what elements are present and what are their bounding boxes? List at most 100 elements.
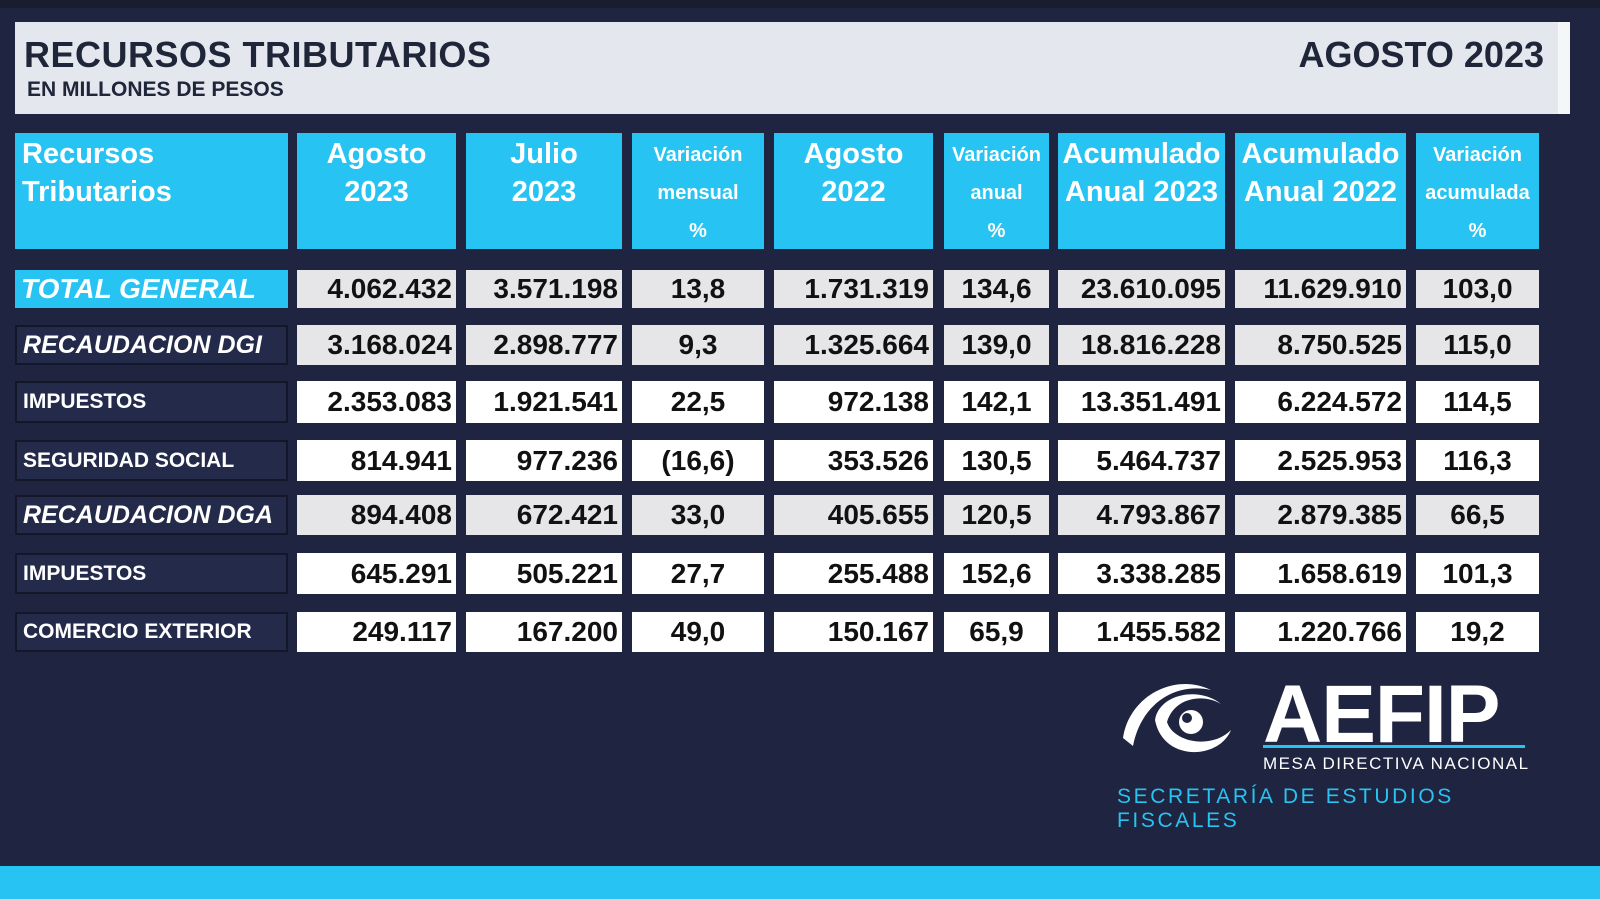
period-label: AGOSTO 2023 bbox=[1298, 34, 1544, 75]
column-header-variacion-acumulada: Variación acumulada % bbox=[1416, 133, 1539, 249]
cell-acumulado-2023: 1.455.582 bbox=[1058, 612, 1225, 652]
cell-acumulado-2022: 2.525.953 bbox=[1235, 440, 1406, 481]
cell-variacion-mensual: 9,3 bbox=[632, 325, 764, 365]
cell-acumulado-2023: 23.610.095 bbox=[1058, 270, 1225, 308]
column-header-line: Tributarios bbox=[22, 176, 172, 208]
column-header-line: Variación bbox=[1433, 144, 1522, 166]
cell-agosto-2022: 353.526 bbox=[774, 440, 933, 481]
cell-variacion-acumulada: 66,5 bbox=[1416, 495, 1539, 535]
logo-tagline: MESA DIRECTIVA NACIONAL bbox=[1263, 754, 1530, 773]
logo-divider bbox=[1263, 745, 1525, 748]
cell-agosto-2023: 814.941 bbox=[297, 440, 456, 481]
cell-acumulado-2022: 1.220.766 bbox=[1235, 612, 1406, 652]
bottom-accent-bar bbox=[0, 866, 1600, 899]
cell-julio-2023: 1.921.541 bbox=[466, 381, 622, 423]
cell-variacion-anual: 139,0 bbox=[944, 325, 1049, 365]
cell-variacion-anual: 134,6 bbox=[944, 270, 1049, 308]
column-header-line: Acumulado bbox=[1062, 138, 1221, 170]
cell-agosto-2022: 150.167 bbox=[774, 612, 933, 652]
logo-department: SECRETARÍA DE ESTUDIOS FISCALES bbox=[1117, 785, 1454, 832]
column-header-line: mensual bbox=[657, 182, 739, 204]
cell-agosto-2023: 4.062.432 bbox=[297, 270, 456, 308]
cell-variacion-mensual: 13,8 bbox=[632, 270, 764, 308]
cell-variacion-acumulada: 19,2 bbox=[1416, 612, 1539, 652]
cell-agosto-2023: 249.117 bbox=[297, 612, 456, 652]
column-header-variacion-mensual: Variación mensual % bbox=[632, 133, 764, 249]
cell-agosto-2022: 972.138 bbox=[774, 381, 933, 423]
cell-acumulado-2022: 6.224.572 bbox=[1235, 381, 1406, 423]
cell-variacion-acumulada: 115,0 bbox=[1416, 325, 1539, 365]
page-subtitle: EN MILLONES DE PESOS bbox=[27, 78, 284, 101]
cell-agosto-2023: 3.168.024 bbox=[297, 325, 456, 365]
cell-julio-2023: 505.221 bbox=[466, 553, 622, 594]
cell-agosto-2022: 1.325.664 bbox=[774, 325, 933, 365]
column-header-line: % bbox=[689, 220, 707, 242]
column-header-line: acumulada bbox=[1425, 182, 1530, 204]
row-label-recaudacion-dgi: RECAUDACION DGI bbox=[15, 325, 288, 365]
column-header-recursos: Recursos Tributarios bbox=[15, 133, 288, 249]
row-label-impuestos-dgi: IMPUESTOS bbox=[15, 381, 288, 423]
cell-julio-2023: 2.898.777 bbox=[466, 325, 622, 365]
column-header-julio-2023: Julio 2023 bbox=[466, 133, 622, 249]
cell-variacion-anual: 130,5 bbox=[944, 440, 1049, 481]
column-header-line: Agosto bbox=[326, 138, 427, 170]
column-header-acumulado-2023: Acumulado Anual 2023 bbox=[1058, 133, 1225, 249]
cell-variacion-mensual: 22,5 bbox=[632, 381, 764, 423]
column-header-agosto-2022: Agosto 2022 bbox=[774, 133, 933, 249]
cell-variacion-mensual: (16,6) bbox=[632, 440, 764, 481]
cell-julio-2023: 977.236 bbox=[466, 440, 622, 481]
cell-variacion-anual: 152,6 bbox=[944, 553, 1049, 594]
row-label-impuestos-dga: IMPUESTOS bbox=[15, 553, 288, 594]
column-header-line: Recursos bbox=[22, 138, 155, 170]
cell-variacion-acumulada: 103,0 bbox=[1416, 270, 1539, 308]
cell-acumulado-2023: 18.816.228 bbox=[1058, 325, 1225, 365]
cell-variacion-anual: 142,1 bbox=[944, 381, 1049, 423]
column-header-agosto-2023: Agosto 2023 bbox=[297, 133, 456, 249]
column-header-line: 2023 bbox=[511, 176, 577, 208]
cell-julio-2023: 3.571.198 bbox=[466, 270, 622, 308]
column-header-line: % bbox=[1468, 220, 1487, 242]
page-title: RECURSOS TRIBUTARIOS bbox=[24, 34, 492, 75]
column-header-line: Variación bbox=[952, 144, 1041, 166]
column-header-line: Agosto bbox=[803, 138, 904, 170]
cell-acumulado-2023: 13.351.491 bbox=[1058, 381, 1225, 423]
row-label-total-general: TOTAL GENERAL bbox=[15, 270, 288, 308]
cell-variacion-acumulada: 101,3 bbox=[1416, 553, 1539, 594]
cell-acumulado-2023: 4.793.867 bbox=[1058, 495, 1225, 535]
cell-agosto-2022: 405.655 bbox=[774, 495, 933, 535]
cell-agosto-2023: 2.353.083 bbox=[297, 381, 456, 423]
cell-variacion-mensual: 33,0 bbox=[632, 495, 764, 535]
cell-julio-2023: 167.200 bbox=[466, 612, 622, 652]
column-header-line: Julio bbox=[510, 138, 578, 170]
column-header-line: Anual 2022 bbox=[1243, 176, 1398, 208]
title-banner: RECURSOS TRIBUTARIOS EN MILLONES DE PESO… bbox=[15, 22, 1570, 114]
column-header-variacion-anual: Variación anual % bbox=[944, 133, 1049, 249]
row-label-seguridad-social: SEGURIDAD SOCIAL bbox=[15, 440, 288, 481]
cell-variacion-mensual: 49,0 bbox=[632, 612, 764, 652]
logo-wordmark: AEFIP bbox=[1263, 669, 1500, 760]
cell-acumulado-2022: 11.629.910 bbox=[1235, 270, 1406, 308]
cell-variacion-anual: 120,5 bbox=[944, 495, 1049, 535]
cell-agosto-2022: 255.488 bbox=[774, 553, 933, 594]
row-label-recaudacion-dga: RECAUDACION DGA bbox=[15, 495, 288, 535]
eye-emblem-icon bbox=[1123, 683, 1231, 753]
column-header-line: 2022 bbox=[821, 176, 886, 208]
cell-agosto-2023: 645.291 bbox=[297, 553, 456, 594]
column-header-line: % bbox=[987, 220, 1006, 242]
cell-variacion-acumulada: 116,3 bbox=[1416, 440, 1539, 481]
cell-variacion-anual: 65,9 bbox=[944, 612, 1049, 652]
column-header-line: anual bbox=[970, 182, 1023, 204]
top-frame bbox=[0, 0, 1600, 8]
cell-acumulado-2023: 5.464.737 bbox=[1058, 440, 1225, 481]
cell-julio-2023: 672.421 bbox=[466, 495, 622, 535]
column-header-acumulado-2022: Acumulado Anual 2022 bbox=[1235, 133, 1406, 249]
cell-acumulado-2022: 8.750.525 bbox=[1235, 325, 1406, 365]
cell-agosto-2022: 1.731.319 bbox=[774, 270, 933, 308]
column-header-line: 2023 bbox=[344, 176, 409, 208]
cell-acumulado-2022: 2.879.385 bbox=[1235, 495, 1406, 535]
cell-acumulado-2023: 3.338.285 bbox=[1058, 553, 1225, 594]
column-header-line: Acumulado bbox=[1241, 138, 1400, 170]
cell-variacion-acumulada: 114,5 bbox=[1416, 381, 1539, 423]
cell-variacion-mensual: 27,7 bbox=[632, 553, 764, 594]
column-header-line: Variación bbox=[653, 144, 743, 166]
